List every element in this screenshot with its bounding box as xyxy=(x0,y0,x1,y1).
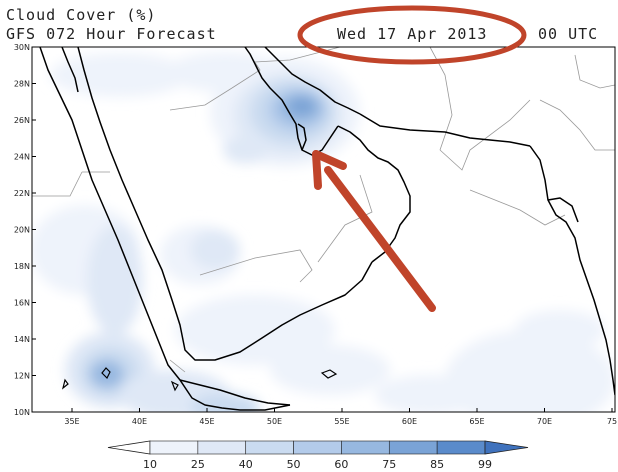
colorbar: 10 25 40 50 60 75 85 99 xyxy=(107,440,529,471)
lat-label: 24N xyxy=(14,153,30,162)
colorbar-max-arrow xyxy=(484,440,529,455)
lat-label: 10N xyxy=(14,408,30,417)
colorbar-bin xyxy=(293,440,342,455)
lat-label: 22N xyxy=(14,189,30,198)
forecast-time: 00 UTC xyxy=(538,25,599,43)
lon-label: 70E xyxy=(537,417,552,426)
islands xyxy=(61,367,338,392)
lat-label: 20N xyxy=(14,226,30,235)
lon-label: 65E xyxy=(469,417,484,426)
colorbar-bin xyxy=(388,440,438,455)
longitude-labels: 35E 40E 45E 50E 55E 60E 65E 70E 75 xyxy=(64,408,617,426)
colorbar-bin xyxy=(341,440,390,455)
colorbar-label: 10 xyxy=(143,458,157,471)
lat-label: 16N xyxy=(14,299,30,308)
date-highlight-oval xyxy=(297,5,527,65)
chart-title-line1: Cloud Cover (%) xyxy=(6,6,157,24)
colorbar-bin xyxy=(197,440,247,455)
colorbar-bin xyxy=(149,440,199,455)
lon-label: 60E xyxy=(402,417,417,426)
colorbar-bin xyxy=(245,440,294,455)
lon-label: 75 xyxy=(607,417,617,426)
lon-label: 40E xyxy=(132,417,147,426)
lat-label: 14N xyxy=(14,335,30,344)
latitude-labels: 30N 28N 26N 24N 22N 20N 18N 16N 14N 12N 10N xyxy=(14,43,36,417)
lat-label: 30N xyxy=(14,43,30,52)
colorbar-label: 25 xyxy=(191,458,205,471)
lon-label: 55E xyxy=(334,417,349,426)
lon-label: 45E xyxy=(199,417,214,426)
lat-label: 28N xyxy=(14,80,30,89)
forecast-date: Wed 17 Apr 2013 xyxy=(337,25,488,43)
cloud-shading xyxy=(32,52,615,412)
colorbar-label: 50 xyxy=(287,458,301,471)
colorbar-label: 99 xyxy=(478,458,492,471)
annotation-arrow xyxy=(312,150,436,312)
coastlines xyxy=(39,47,615,411)
lon-label: 35E xyxy=(64,417,79,426)
lat-label: 12N xyxy=(14,372,30,381)
lon-label: 50E xyxy=(267,417,282,426)
colorbar-label: 60 xyxy=(334,458,348,471)
lat-label: 18N xyxy=(14,262,30,271)
colorbar-label: 40 xyxy=(239,458,253,471)
colorbar-bin xyxy=(436,440,486,455)
colorbar-label: 85 xyxy=(430,458,444,471)
country-borders xyxy=(32,47,615,373)
forecast-subtitle: GFS 072 Hour Forecast xyxy=(6,25,217,43)
colorbar-min-arrow xyxy=(107,440,151,455)
lat-label: 26N xyxy=(14,116,30,125)
colorbar-label: 75 xyxy=(382,458,396,471)
